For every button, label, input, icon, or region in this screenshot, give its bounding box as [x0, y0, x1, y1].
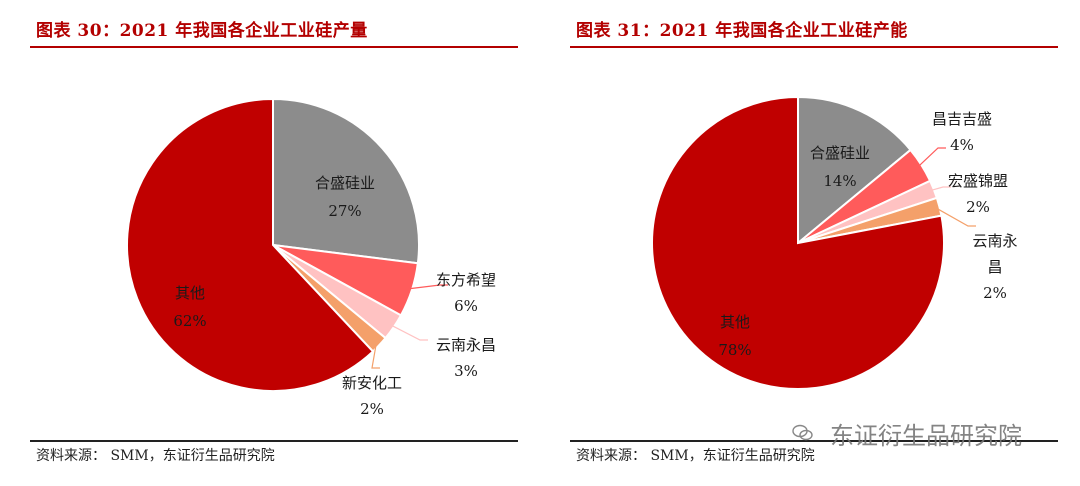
pie-slice-4 [126, 97, 375, 392]
pie-slice-4 [651, 95, 945, 390]
slice-label-value: 2% [360, 400, 384, 418]
slice-label-name: 其他 [175, 284, 205, 302]
slice-label-value: 78% [718, 341, 751, 359]
leader-line [917, 147, 946, 168]
pie-slice-0 [797, 95, 912, 246]
leader-line [390, 324, 428, 341]
slice-label-value: 2% [966, 198, 990, 216]
slice-label-name: 东方希望 [436, 271, 496, 289]
leader-line [929, 186, 951, 192]
chart-title: 图表 31：2021 年我国各企业工业硅产能 [576, 21, 908, 41]
slice-label-value: 4% [950, 136, 974, 154]
pie-slice-0 [272, 97, 420, 265]
slice-label-name: 宏盛锦盟 [948, 172, 1008, 190]
slice-label-name: 其他 [720, 313, 750, 331]
slice-label-value: 14% [823, 172, 856, 190]
chart-panel-capacity: 图表 31：2021 年我国各企业工业硅产能 合盛硅业 14% 昌吉吉盛 4% 宏盛锦盟… [540, 0, 1080, 486]
slice-label-value: 6% [454, 297, 478, 315]
slice-label-name: 昌 [987, 258, 1002, 276]
watermark-text: 东证衍生品研究院 [830, 422, 1022, 450]
pie-chart-capacity: 合盛硅业 14% 昌吉吉盛 4% 宏盛锦盟 2% 云南永昌 2% 其他 78% [651, 95, 1018, 390]
slice-label-name: 新安化工 [342, 374, 402, 392]
slice-label-name: 云南永昌 [436, 336, 496, 354]
slice-label-name: 昌吉吉盛 [932, 110, 992, 128]
chart-title: 图表 30：2021 年我国各企业工业硅产量 [36, 21, 368, 41]
slice-label-value: 2% [983, 284, 1007, 302]
source-divider [570, 440, 1058, 442]
leader-line [371, 342, 380, 369]
slice-label-value: 3% [454, 362, 478, 380]
source-note: 资料来源： SMM，东证衍生品研究院 [36, 448, 275, 464]
slice-label-value: 62% [173, 312, 206, 330]
wechat-icon [792, 424, 813, 441]
leader-line [935, 207, 976, 227]
slice-label-name: 合盛硅业 [810, 144, 870, 162]
title-divider [30, 46, 518, 48]
slice-label-value: 27% [328, 202, 361, 220]
title-divider [570, 46, 1058, 48]
pie-chart-production: 合盛硅业 27% 东方希望 6% 云南永昌 3% 新安化工 2% 其他 62% [126, 97, 496, 418]
slice-label-name: 合盛硅业 [315, 174, 375, 192]
slice-label-name: 云南永 [972, 232, 1017, 250]
source-divider [30, 440, 518, 442]
source-note: 资料来源： SMM，东证衍生品研究院 [576, 448, 815, 464]
chart-panel-production: 图表 30：2021 年我国各企业工业硅产量 合盛硅业 27% 东方希望 6% 云南永昌… [30, 21, 518, 464]
leader-line [407, 284, 448, 290]
